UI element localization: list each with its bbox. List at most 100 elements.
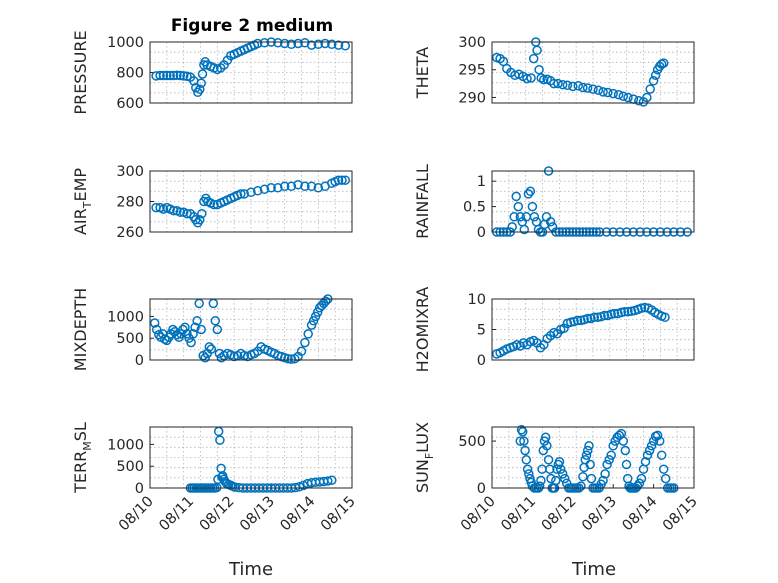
h2omixra-data-point: [623, 307, 633, 317]
pressure-data-point: [313, 39, 324, 50]
h2omixra-data-point: [619, 307, 630, 317]
mixdepth-data-point: [308, 316, 319, 326]
mixdepth-subplot: 0 500 1000 MIXDEPTH: [71, 288, 353, 371]
sun_flux-data-point: [644, 445, 655, 456]
mixdepth-ytick-label: 500: [116, 331, 144, 347]
theta-data-point: [582, 83, 593, 93]
rainfall-data-point: [519, 224, 530, 235]
air_temp-ytick-label: 260: [116, 225, 144, 241]
terr_msl-subplot: 0 500 1000 08/10 08/11 08/12 08/13 08/14 08/15 TE…: [71, 422, 359, 534]
terr_msl-ytick-label: 0: [135, 481, 144, 497]
pressure-ytick-label: 600: [116, 96, 144, 112]
sun_flux-data-point: [598, 475, 608, 486]
rainfall-data-point: [515, 212, 526, 222]
theta-ytick-label: 295: [458, 63, 486, 79]
theta-data-point: [658, 58, 669, 68]
terr_msl-xtick-label: 08/14: [278, 494, 319, 535]
terr_msl-xtick-label: 08/12: [197, 494, 238, 535]
air_temp-data-point: [306, 181, 317, 192]
mixdepth-y-axis-label: MIXDEPTH: [71, 288, 90, 371]
air_temp-data-point: [252, 186, 263, 196]
sun_flux-data-point: [559, 473, 570, 484]
theta-data-point: [618, 91, 629, 102]
mixdepth-ytick-label: 1000: [107, 309, 144, 325]
sun_flux-data-point: [658, 464, 669, 474]
theta-data-point: [553, 78, 563, 89]
theta-data-point: [578, 82, 588, 93]
terr_msl-data-point: [323, 476, 333, 486]
terr_msl-xtick-label: 08/10: [116, 494, 157, 535]
pressure-data-point: [279, 38, 290, 49]
pressure-data-point: [306, 40, 317, 50]
air_temp-data-point: [340, 175, 351, 185]
sun_flux-data-point: [654, 436, 665, 446]
x-axis-label-left: Time: [228, 559, 273, 580]
sun_flux-data-point: [581, 450, 592, 460]
mixdepth-data-point: [188, 329, 198, 339]
air_temp-data-point: [266, 183, 276, 193]
pressure-data-point: [259, 38, 270, 48]
rainfall-data-point: [523, 189, 534, 199]
rainfall-ytick-label: 0.5: [463, 200, 486, 216]
pressure-data-point: [333, 40, 344, 50]
rainfall-subplot: 0 0.5 1 RAINFALL: [413, 164, 695, 241]
sun_flux-data-point: [515, 436, 526, 446]
mixdepth-data-point: [190, 322, 200, 333]
pressure-data-point: [273, 38, 283, 48]
pressure-data-point: [320, 38, 330, 49]
terr_msl-xtick-label: 08/11: [156, 494, 197, 535]
rainfall-data-point: [525, 186, 536, 197]
theta-data-point: [608, 88, 618, 99]
air_temp-data-point: [209, 199, 219, 210]
air_temp-subplot: 260 280 300 AIRTEMP: [71, 164, 353, 241]
air_temp-data-point: [273, 183, 283, 193]
rainfall-data-point: [545, 217, 556, 227]
sun_flux-data-point: [586, 473, 597, 484]
terr_msl-axes-frame: [149, 426, 353, 489]
theta-data-point: [522, 73, 532, 84]
sun_flux-data-point: [582, 445, 593, 456]
pressure-data-point: [168, 70, 179, 81]
sun_flux-y-axis-label: SUNFLUX: [413, 422, 436, 493]
h2omixra-subplot: 0 5 10 H2OMIXRA: [413, 287, 695, 372]
pressure-data-point: [327, 39, 337, 50]
sun_flux-data-point: [578, 471, 588, 482]
h2omixra-ytick-label: 10: [468, 292, 486, 308]
mixdepth-data-point: [172, 329, 182, 340]
sun_flux-data-point: [618, 436, 629, 446]
mixdepth-ytick-label: 0: [135, 353, 144, 369]
pressure-data-point: [178, 71, 189, 81]
theta-data-point: [562, 80, 573, 91]
pressure-ytick-label: 1000: [107, 35, 144, 51]
pressure-data-point: [286, 39, 297, 50]
rainfall-data-point: [507, 222, 517, 232]
h2omixra-ytick-label: 5: [477, 323, 486, 339]
mixdepth-data-point: [296, 346, 307, 357]
air_temp-data-point: [293, 179, 303, 190]
theta-data-point: [613, 89, 624, 100]
air_temp-data-point: [300, 181, 310, 192]
sun_flux-ytick-label: 500: [458, 434, 486, 450]
mixdepth-data-point: [204, 342, 215, 352]
pressure-y-axis-label: PRESSURE: [71, 30, 90, 114]
sun_flux-data-point: [516, 425, 527, 435]
sun_flux-data-point: [585, 459, 595, 470]
rainfall-data-point: [511, 191, 521, 202]
theta-data-point: [557, 79, 568, 90]
air_temp-data-point: [195, 215, 205, 225]
sun_flux-xtick-label: 08/14: [620, 494, 661, 535]
sun_flux-xtick-label: 08/15: [660, 494, 701, 535]
pressure-axes-frame: [149, 41, 353, 104]
air_temp-ytick-label: 300: [116, 164, 144, 180]
mixdepth-data-point: [149, 318, 160, 328]
rainfall-y-axis-label: RAINFALL: [413, 164, 432, 239]
pressure-data-point: [197, 69, 208, 79]
theta-data-point: [598, 87, 608, 97]
h2omixra-data-point: [592, 312, 603, 323]
sun_flux-data-point: [542, 441, 552, 451]
sun_flux-data-point: [517, 426, 528, 437]
theta-data-point: [534, 64, 544, 75]
sun_flux-subplot: 0 500 08/10 08/11 08/12 08/13 08/14 08/15 SUNFLU…: [413, 422, 701, 534]
